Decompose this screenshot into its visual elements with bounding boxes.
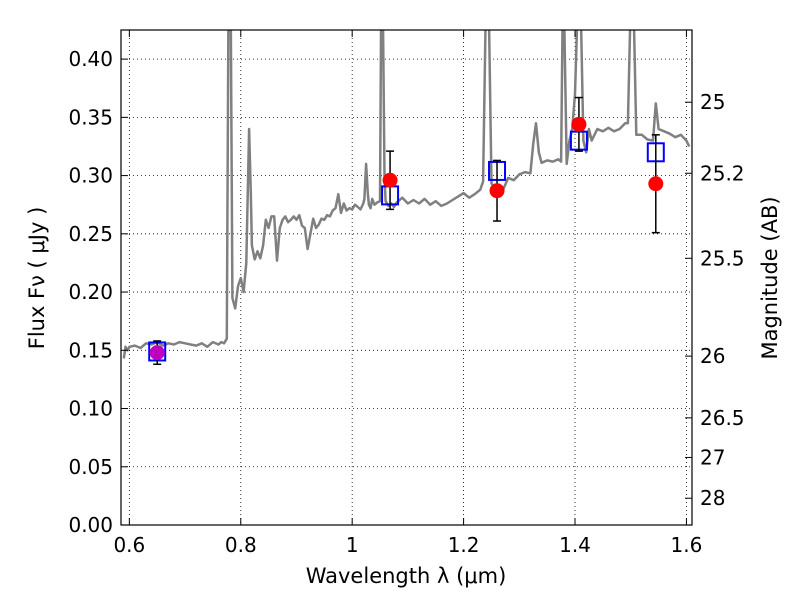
photometry-point [648,176,664,192]
x-tick-label: 1.6 [671,533,703,557]
axis-ticks [121,30,692,526]
y2-tick-label: 25 [700,90,725,114]
y2-tick-label: 27 [700,445,725,469]
x-axis-title: Wavelength λ (μm) [306,564,507,588]
x-tick-label: 1.2 [448,533,480,557]
plot-frame [120,29,693,526]
grid-lines [121,30,692,526]
y-tick-label: 0.35 [68,105,113,129]
photometry-point [489,183,505,199]
x-tick-label: 1.4 [559,533,591,557]
spectrum-line [122,30,691,359]
tick-labels: 0.6 0.8 1 1.2 1.4 1.6 0.00 0.05 0.10 0.15 0.20 0.25… [68,47,744,557]
y-tick-label: 0.00 [68,513,113,537]
y-tick-label: 0.40 [68,47,113,71]
plot-background [121,30,692,525]
x-tick-label: 1 [346,533,359,557]
photometry-point [382,172,398,188]
x-tick-label: 0.8 [225,533,257,557]
y2-tick-label: 28 [700,486,725,510]
y-tick-label: 0.05 [68,455,113,479]
data-markers [148,96,665,366]
y2-tick-label: 25.5 [700,246,745,270]
y-tick-label: 0.30 [68,164,113,188]
y-axis-title: Flux Fν ( μJy ) [25,207,49,350]
photometry-point [571,116,587,132]
y-tick-label: 0.15 [68,338,113,362]
y2-tick-label: 26.5 [700,406,745,430]
y2-tick-label: 25.2 [700,161,745,185]
photometry-point [149,345,165,361]
y2-axis-title: Magnitude (AB) [758,196,782,359]
y-tick-label: 0.25 [68,222,113,246]
y2-tick-label: 26 [700,344,725,368]
y-tick-label: 0.20 [68,280,113,304]
y-tick-label: 0.10 [68,397,113,421]
x-tick-label: 0.6 [113,533,145,557]
